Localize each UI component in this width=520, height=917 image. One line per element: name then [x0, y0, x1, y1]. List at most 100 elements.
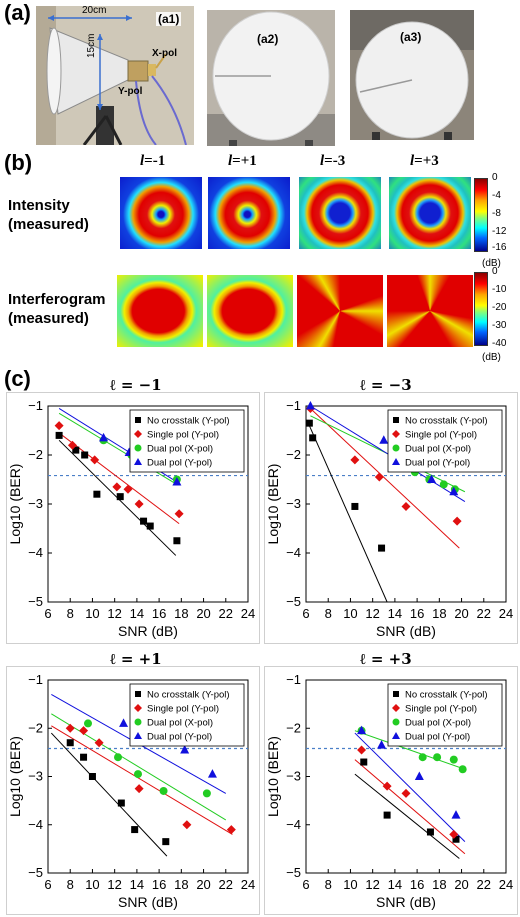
data-point — [140, 517, 148, 525]
intensity-cb-tick-1: -4 — [492, 190, 501, 201]
fit-line — [354, 732, 466, 842]
y-tick-label: −3 — [286, 496, 301, 511]
interferogram-map-l-1 — [117, 275, 203, 347]
legend-marker — [392, 430, 400, 438]
y-tick-label: −2 — [286, 720, 301, 735]
data-point — [305, 401, 315, 410]
x-tick-label: 10 — [85, 877, 99, 892]
interferogram-cb-tick-4: -40 — [492, 338, 507, 349]
data-point — [72, 446, 80, 454]
y-tick-label: −4 — [286, 545, 301, 560]
intensity-map-l-1 — [120, 177, 202, 249]
data-point — [119, 718, 129, 727]
legend-marker — [134, 732, 142, 739]
legend-marker — [392, 458, 400, 465]
legend-marker — [392, 718, 400, 726]
data-point — [174, 509, 184, 519]
x-tick-label: 22 — [477, 877, 491, 892]
legend-entry: Dual pol (X-pol) — [405, 444, 471, 455]
x-tick-label: 12 — [365, 606, 379, 621]
y-tick-label: −5 — [286, 865, 301, 880]
interferogram-cb-unit: (dB) — [482, 352, 501, 363]
x-tick-label: 24 — [241, 606, 255, 621]
x-tick-label: 22 — [219, 877, 233, 892]
x-tick-label: 18 — [432, 606, 446, 621]
data-point — [134, 499, 144, 509]
x-tick-label: 16 — [152, 877, 166, 892]
data-point — [114, 753, 122, 762]
legend-marker — [134, 704, 142, 712]
data-point — [112, 482, 122, 492]
data-point — [182, 820, 192, 830]
interferogram-label-line2: (measured) — [8, 310, 89, 327]
y-tick-label: −4 — [286, 817, 301, 832]
phase-plate-a3-drawing — [350, 10, 474, 140]
legend-marker — [134, 444, 142, 452]
mode-header-2: l=+1 — [228, 153, 257, 169]
data-point — [134, 770, 142, 779]
x-tick-label: 14 — [130, 877, 144, 892]
data-point — [449, 755, 458, 764]
legend-entry: Single pol (Y-pol) — [405, 430, 477, 441]
data-point — [350, 455, 360, 465]
phase-plate-a2-drawing — [207, 10, 335, 146]
x-tick-label: 24 — [499, 877, 513, 892]
interferogram-cb-tick-2: -20 — [492, 302, 507, 313]
plot-title-1: ℓ = −3 — [360, 376, 412, 394]
data-point — [433, 753, 442, 762]
data-point — [131, 826, 139, 834]
fit-line — [50, 732, 168, 857]
y-tick-label: −2 — [286, 447, 301, 462]
mode-header-1: l=-1 — [140, 153, 166, 169]
data-point — [84, 719, 92, 728]
x-tick-label: 18 — [174, 606, 188, 621]
x-tick-label: 12 — [107, 606, 121, 621]
ber-chart-l+1: 6 8 10 12 14 16 18 20 22 24 −1 −2 −3 −4 −5 SNR (dB) Log1… — [6, 666, 260, 915]
data-point — [449, 486, 459, 496]
data-point — [117, 799, 125, 807]
data-point — [146, 522, 154, 530]
fit-line — [354, 730, 466, 770]
intensity-cb-unit: (dB) — [482, 258, 501, 269]
legend-entry: No crosstalk (Y-pol) — [147, 690, 230, 701]
x-tick-label: 16 — [410, 606, 424, 621]
plot-title-3: ℓ = +3 — [360, 650, 412, 668]
data-point — [90, 455, 100, 465]
legend-entry: Dual pol (X-pol) — [405, 718, 471, 729]
x-tick-label: 24 — [241, 877, 255, 892]
legend-entry: Dual pol (X-pol) — [147, 718, 213, 729]
intensity-label-line1: Intensity — [8, 197, 70, 214]
data-point — [305, 419, 313, 427]
data-point — [66, 739, 74, 747]
data-point — [377, 740, 387, 749]
mode-header-3: l=-3 — [320, 153, 346, 169]
x-tick-label: 10 — [343, 877, 357, 892]
data-point — [401, 788, 411, 798]
y-tick-label: −1 — [28, 398, 43, 413]
intensity-cb-tick-0: 0 — [492, 172, 498, 183]
legend-marker — [392, 732, 400, 739]
interferogram-label-line1: Interferogram — [8, 291, 106, 308]
y-tick-label: −5 — [286, 594, 301, 609]
panel-label-a: (a) — [4, 0, 31, 25]
x-tick-label: 6 — [302, 877, 309, 892]
data-point — [374, 472, 384, 482]
plot-title-0: ℓ = −1 — [110, 376, 162, 394]
data-point — [123, 484, 133, 494]
y-tick-label: −1 — [286, 398, 301, 413]
legend-marker — [392, 704, 400, 712]
ber-chart-l-3: 6 8 10 12 14 16 18 20 22 24 −1 −2 −3 −4 −5 SNR (dB) Log1… — [264, 392, 518, 644]
x-tick-label: 20 — [196, 606, 210, 621]
y-tick-label: −3 — [28, 496, 43, 511]
photo-a3-tag: (a3) — [400, 30, 422, 44]
mode-header-4: l=+3 — [410, 153, 439, 169]
legend-entry: Dual pol (Y-pol) — [405, 732, 470, 743]
data-point — [159, 786, 168, 795]
legend-marker — [135, 691, 141, 697]
legend-box — [387, 409, 503, 473]
x-tick-label: 16 — [152, 606, 166, 621]
interferogram-map-l+3 — [387, 275, 473, 347]
data-point — [458, 765, 467, 774]
data-point — [309, 434, 317, 442]
legend-box — [387, 683, 503, 747]
